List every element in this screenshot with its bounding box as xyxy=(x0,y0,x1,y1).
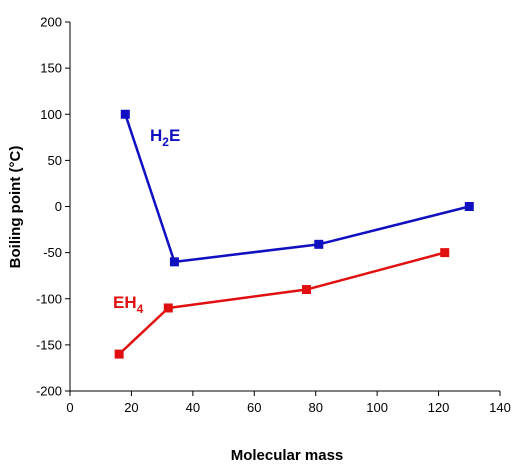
x-tick-label: 60 xyxy=(247,400,261,415)
y-tick-label: -50 xyxy=(43,245,62,260)
y-tick-label: -150 xyxy=(36,337,62,352)
x-tick-label: 40 xyxy=(186,400,200,415)
data-point-marker xyxy=(120,109,130,119)
series-label-h2e-main: H xyxy=(150,126,162,145)
data-point-marker xyxy=(302,285,311,295)
y-tick-label: -200 xyxy=(36,384,62,399)
y-tick-label: 50 xyxy=(48,153,62,168)
y-tick-label: 150 xyxy=(40,61,62,76)
series-label-h2e: H2E xyxy=(150,126,180,149)
series-label-h2e-sub: 2 xyxy=(162,135,169,149)
series-label-h2e-end: E xyxy=(169,126,180,145)
y-tick-label: 200 xyxy=(40,15,62,30)
series-label-eh4: EH4 xyxy=(113,293,144,316)
series-layer xyxy=(114,109,474,359)
y-tick-label: 100 xyxy=(40,107,62,122)
data-point-marker xyxy=(440,248,450,258)
series-labels: H2E EH4 xyxy=(113,126,180,316)
series-line xyxy=(118,251,446,356)
series-0 xyxy=(120,109,474,267)
series-label-eh4-sub: 4 xyxy=(137,302,144,316)
y-tick-label: -100 xyxy=(36,291,62,306)
y-axis-title: Boiling point (°C) xyxy=(7,146,24,269)
data-point-marker xyxy=(464,202,474,211)
data-point-marker xyxy=(169,257,179,267)
x-tick-label: 20 xyxy=(124,400,138,415)
x-tick-label: 140 xyxy=(489,400,511,415)
axes: -200 -150 -100 -50 0 50 100 150 200 0 20 40 60 80 100 1… xyxy=(36,15,511,416)
x-tick-label: 100 xyxy=(366,400,388,415)
x-tick-label: 120 xyxy=(428,400,450,415)
series-1 xyxy=(114,248,450,359)
y-tick-label: 0 xyxy=(55,199,62,214)
series-label-eh4-main: EH xyxy=(113,293,137,312)
data-point-marker xyxy=(163,303,173,313)
data-point-marker xyxy=(114,349,124,359)
series-line xyxy=(124,113,470,264)
x-tick-label: 0 xyxy=(66,400,73,415)
x-axis-title: Molecular mass xyxy=(231,447,344,464)
data-point-marker xyxy=(314,239,324,249)
x-tick-label: 80 xyxy=(308,400,322,415)
